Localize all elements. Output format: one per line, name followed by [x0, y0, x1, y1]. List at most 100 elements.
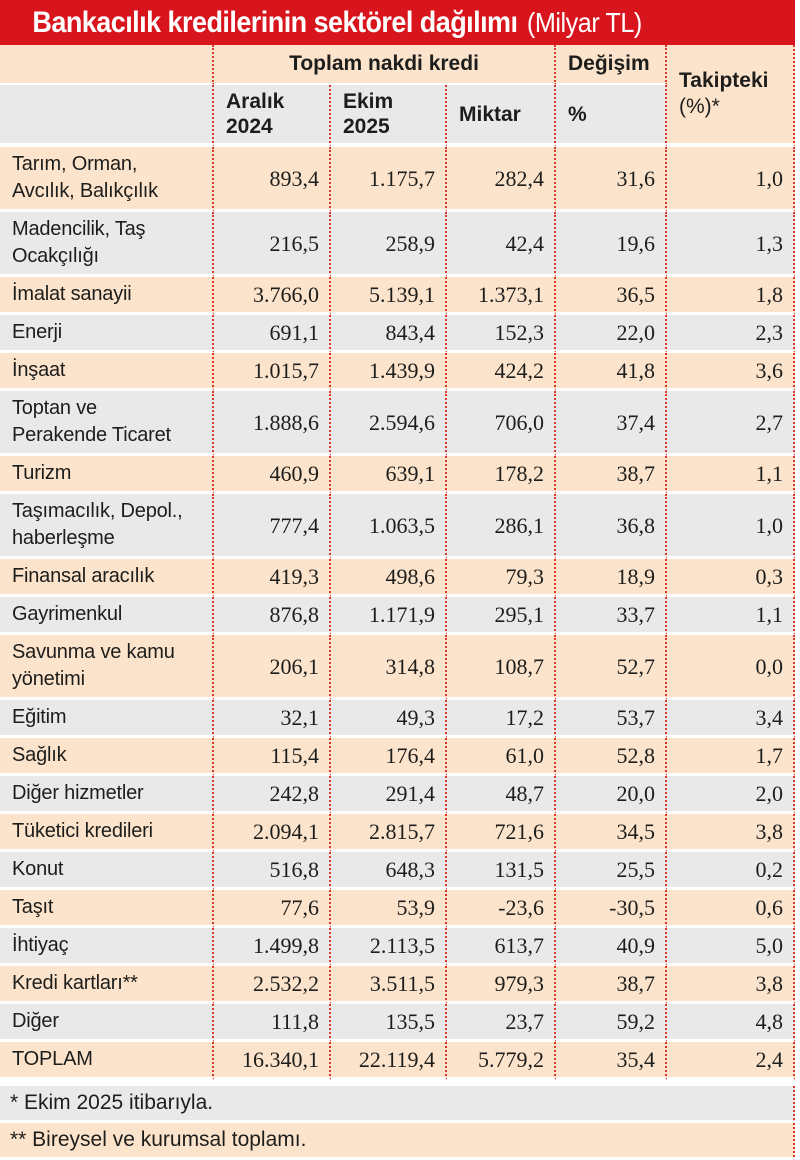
- table-row: TOPLAM 16.340,1 22.119,4 5.779,2 35,4 2,4: [0, 1042, 795, 1080]
- value-cell: 1,0: [667, 147, 795, 212]
- value-cell: 5,0: [667, 928, 795, 966]
- sector-cell: Tüketici kredileri: [0, 814, 214, 852]
- value-cell: 3,6: [667, 353, 795, 391]
- value-cell: 1.373,1: [447, 277, 556, 315]
- sector-cell: Sağlık: [0, 738, 214, 776]
- value-cell: 131,5: [447, 852, 556, 890]
- value-cell: 33,7: [556, 597, 667, 635]
- value-cell: 295,1: [447, 597, 556, 635]
- table-row: Finansal aracılık 419,3 498,6 79,3 18,9 0,3: [0, 559, 795, 597]
- table-row: Eğitim 32,1 49,3 17,2 53,7 3,4: [0, 700, 795, 738]
- header-group-row: Toplam nakdi kredi Değişim Takipteki (%)…: [0, 45, 795, 147]
- sector-cell: İmalat sanayii: [0, 277, 214, 315]
- value-cell: 258,9: [331, 212, 447, 277]
- value-cell: 1,0: [667, 494, 795, 559]
- sector-cell: Taşıt: [0, 890, 214, 928]
- footnote-2: ** Bireysel ve kurumsal toplamı.: [0, 1123, 795, 1157]
- header-npl-title: Takipteki: [679, 69, 769, 92]
- table-row: İhtiyaç 1.499,8 2.113,5 613,7 40,9 5,0: [0, 928, 795, 966]
- value-cell: 639,1: [331, 456, 447, 494]
- table-row: Diğer hizmetler 242,8 291,4 48,7 20,0 2,0: [0, 776, 795, 814]
- value-cell: 59,2: [556, 1004, 667, 1042]
- value-cell: 32,1: [214, 700, 331, 738]
- table-row: Diğer 111,8 135,5 23,7 59,2 4,8: [0, 1004, 795, 1042]
- value-cell: 52,7: [556, 635, 667, 700]
- value-cell: 1,7: [667, 738, 795, 776]
- value-cell: 721,6: [447, 814, 556, 852]
- value-cell: 2,4: [667, 1042, 795, 1080]
- value-cell: 1,3: [667, 212, 795, 277]
- value-cell: 1.499,8: [214, 928, 331, 966]
- value-cell: 2,7: [667, 391, 795, 456]
- sector-cell: Gayrimenkul: [0, 597, 214, 635]
- value-cell: 314,8: [331, 635, 447, 700]
- value-cell: 48,7: [447, 776, 556, 814]
- value-cell: 648,3: [331, 852, 447, 890]
- value-cell: 36,5: [556, 277, 667, 315]
- value-cell: 1,1: [667, 456, 795, 494]
- value-cell: 108,7: [447, 635, 556, 700]
- value-cell: 135,5: [331, 1004, 447, 1042]
- title-bar: Bankacılık kredilerinin sektörel dağılım…: [0, 0, 795, 45]
- value-cell: 424,2: [447, 353, 556, 391]
- sector-cell: TOPLAM: [0, 1042, 214, 1080]
- value-cell: 53,9: [331, 890, 447, 928]
- header-col-amount: Miktar: [447, 85, 556, 147]
- table-row: Konut 516,8 648,3 131,5 25,5 0,2: [0, 852, 795, 890]
- sector-cell: Diğer hizmetler: [0, 776, 214, 814]
- sector-cell: Savunma ve kamu yönetimi: [0, 635, 214, 700]
- value-cell: 77,6: [214, 890, 331, 928]
- sector-cell: Enerji: [0, 315, 214, 353]
- value-cell: 843,4: [331, 315, 447, 353]
- table-body: Tarım, Orman, Avcılık, Balıkçılık 893,4 1.…: [0, 147, 795, 1080]
- value-cell: 38,7: [556, 456, 667, 494]
- title-inner: Bankacılık kredilerinin sektörel dağılım…: [0, 0, 716, 45]
- value-cell: 893,4: [214, 147, 331, 212]
- header-col-oct-2025: Ekim 2025: [331, 85, 447, 147]
- value-cell: 1.439,9: [331, 353, 447, 391]
- value-cell: 286,1: [447, 494, 556, 559]
- value-cell: 40,9: [556, 928, 667, 966]
- sector-cell: Diğer: [0, 1004, 214, 1042]
- value-cell: 291,4: [331, 776, 447, 814]
- header-empty-cell-2: [0, 85, 214, 147]
- table-row: Madencilik, Taş Ocakçılığı 216,5 258,9 42,4…: [0, 212, 795, 277]
- value-cell: 706,0: [447, 391, 556, 456]
- header-npl-column: Takipteki (%)*: [667, 45, 795, 147]
- value-cell: 242,8: [214, 776, 331, 814]
- value-cell: 516,8: [214, 852, 331, 890]
- value-cell: 0,6: [667, 890, 795, 928]
- table-row: İnşaat 1.015,7 1.439,9 424,2 41,8 3,6: [0, 353, 795, 391]
- value-cell: -30,5: [556, 890, 667, 928]
- header-subcolumn-row: Aralık 2024 Ekim 2025 Miktar %: [0, 85, 795, 147]
- credit-table: Toplam nakdi kredi Değişim Takipteki (%)…: [0, 45, 795, 1080]
- value-cell: 25,5: [556, 852, 667, 890]
- value-cell: 1,1: [667, 597, 795, 635]
- value-cell: 2.094,1: [214, 814, 331, 852]
- value-cell: 37,4: [556, 391, 667, 456]
- table-header: Toplam nakdi kredi Değişim Takipteki (%)…: [0, 45, 795, 147]
- table-row: Gayrimenkul 876,8 1.171,9 295,1 33,7 1,1: [0, 597, 795, 635]
- value-cell: 419,3: [214, 559, 331, 597]
- table-row: Turizm 460,9 639,1 178,2 38,7 1,1: [0, 456, 795, 494]
- header-col-dec-2024: Aralık 2024: [214, 85, 331, 147]
- value-cell: 34,5: [556, 814, 667, 852]
- value-cell: 2,3: [667, 315, 795, 353]
- value-cell: 49,3: [331, 700, 447, 738]
- value-cell: 460,9: [214, 456, 331, 494]
- value-cell: -23,6: [447, 890, 556, 928]
- sector-cell: Madencilik, Taş Ocakçılığı: [0, 212, 214, 277]
- value-cell: 216,5: [214, 212, 331, 277]
- value-cell: 41,8: [556, 353, 667, 391]
- header-group-cash-credit: Toplam nakdi kredi: [214, 45, 556, 85]
- value-cell: 979,3: [447, 966, 556, 1004]
- value-cell: 53,7: [556, 700, 667, 738]
- table-row: İmalat sanayii 3.766,0 5.139,1 1.373,1 36,5 1…: [0, 277, 795, 315]
- sector-cell: Finansal aracılık: [0, 559, 214, 597]
- value-cell: 777,4: [214, 494, 331, 559]
- value-cell: 2.113,5: [331, 928, 447, 966]
- value-cell: 3,8: [667, 966, 795, 1004]
- value-cell: 282,4: [447, 147, 556, 212]
- page-title: Bankacılık kredilerinin sektörel dağılım…: [32, 6, 518, 39]
- table-row: Tarım, Orman, Avcılık, Balıkçılık 893,4 1.…: [0, 147, 795, 212]
